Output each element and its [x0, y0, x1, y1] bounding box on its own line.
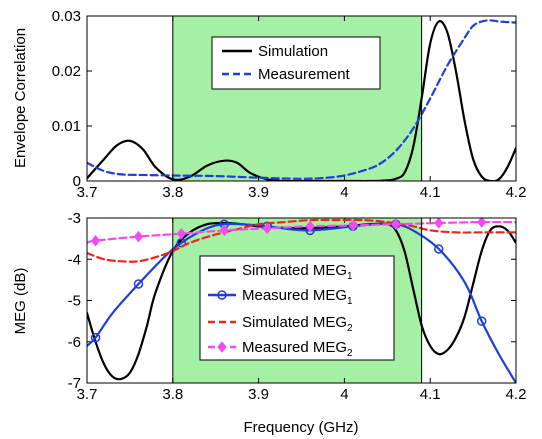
x-tick-label: 3.8 [162, 184, 183, 201]
legend-label-measured-meg2: Measured MEG2 [242, 339, 353, 359]
series-marker [476, 316, 487, 326]
plot-frame [86, 15, 517, 182]
series-marker [477, 218, 487, 228]
legend-label-measurement: Measurement [258, 66, 351, 83]
series-line [87, 218, 516, 263]
x-axis-label: Frequency (GHz) [243, 419, 358, 436]
x-tick-label: 3.8 [162, 386, 183, 403]
x-tick-label: 3.7 [77, 184, 98, 201]
y-tick-label: 0.03 [52, 8, 81, 25]
series-line [87, 222, 516, 383]
series-marker [434, 218, 444, 229]
legend: Simulated MEG1 Measured MEG1 Simulated M… [199, 255, 395, 361]
series-marker [133, 279, 144, 289]
series-marker [219, 224, 229, 237]
y-axis-label: Envelope Correlation [12, 28, 29, 168]
x-tick-label: 4.1 [420, 184, 441, 201]
x-tick-label: 3.9 [248, 386, 269, 403]
y-tick-label: 0 [73, 173, 81, 190]
y-tick-label: -6 [68, 334, 81, 351]
series-line [87, 19, 516, 180]
x-tick-label: 3.9 [248, 184, 269, 201]
y-tick-label: 0.02 [52, 63, 81, 80]
x-tick-label: 4.2 [506, 184, 527, 201]
legend-label-simulated-meg1: Simulated MEG1 [242, 262, 353, 282]
y-axis-label: MEG (dB) [12, 268, 29, 335]
legend-label-simulation: Simulation [258, 43, 328, 60]
x-tick-label: 3.7 [77, 386, 98, 403]
series-marker [90, 332, 101, 343]
x-tick-label: 4 [340, 184, 348, 201]
top-axis-ticks: 3.7 3.8 3.9 4 4.1 4.2 0 0.01 0.02 0.03 [52, 8, 527, 201]
series-marker [90, 234, 101, 247]
legend-label-simulated-meg2: Simulated MEG2 [242, 314, 353, 334]
top-series [87, 19, 516, 181]
series-line [87, 20, 516, 181]
legend-box [211, 36, 381, 90]
legend-label-measured-meg1: Measured MEG1 [242, 287, 353, 307]
legend-marker-measured-meg1 [217, 290, 227, 300]
series-marker [348, 219, 358, 232]
bottom-series [87, 218, 516, 383]
y-tick-label: -7 [68, 375, 81, 392]
series-marker [262, 222, 272, 235]
series-marker [133, 230, 144, 243]
series-marker [176, 227, 187, 240]
y-tick-label: -5 [68, 293, 81, 310]
bottom-panel: 3.7 3.8 3.9 4 4.1 4.2 -3 -4 -5 -6 -7 MEG (dB) Freq… [12, 210, 526, 436]
bottom-axis-ticks: 3.7 3.8 3.9 4 4.1 4.2 -3 -4 -5 -6 -7 [68, 210, 527, 403]
top-panel: 3.7 3.8 3.9 4 4.1 4.2 0 0.01 0.02 0.03 Envelope C… [12, 8, 526, 201]
series-marker [305, 220, 315, 233]
legend: Simulation Measurement [211, 36, 381, 90]
series-marker [434, 244, 444, 254]
y-tick-label: -4 [68, 251, 81, 268]
y-tick-label: 0.01 [52, 118, 81, 135]
plot-frame [86, 217, 517, 384]
x-tick-label: 4 [340, 386, 348, 403]
y-tick-label: -3 [68, 210, 81, 227]
series-marker [391, 218, 401, 230]
legend-box [199, 255, 395, 361]
legend-marker-measured-meg2 [217, 341, 227, 353]
x-tick-label: 4.1 [420, 386, 441, 403]
x-tick-label: 4.2 [506, 386, 527, 403]
